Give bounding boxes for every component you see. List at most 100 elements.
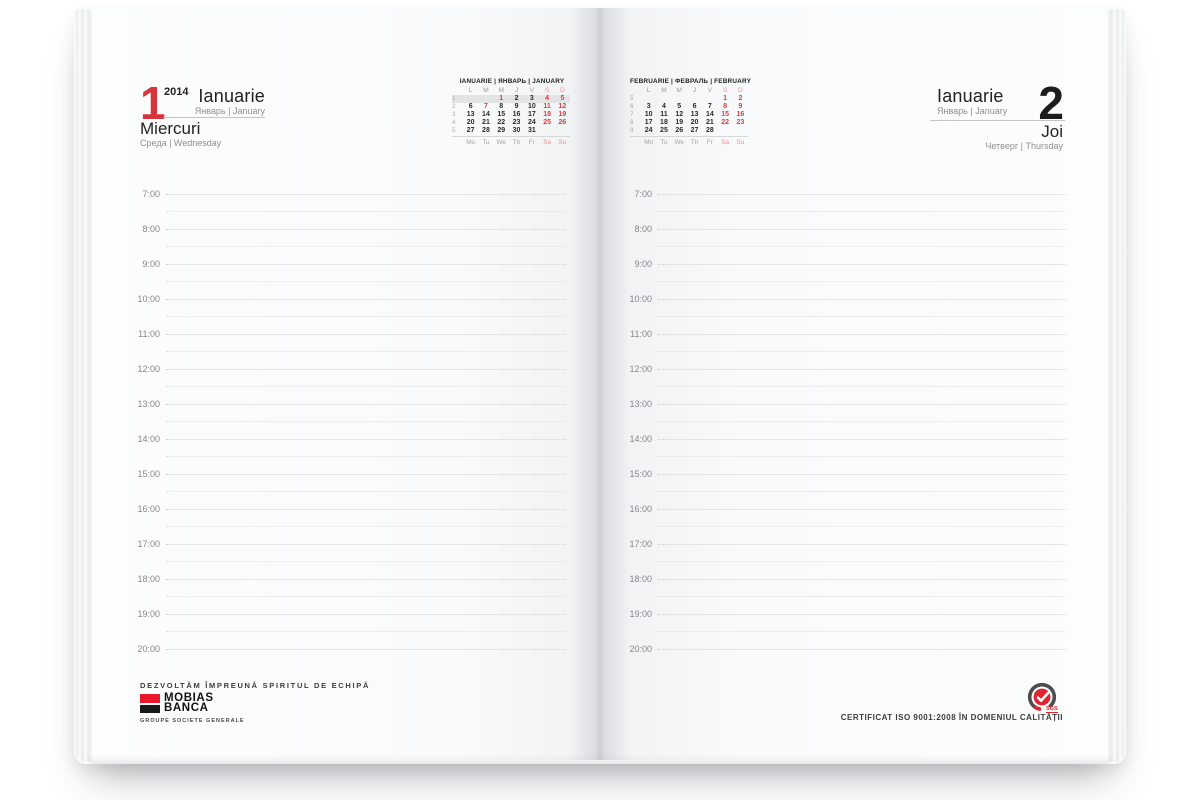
calendar-day-cell <box>733 127 748 135</box>
hour-label: 13:00 <box>137 399 160 409</box>
half-hour-line <box>166 526 566 527</box>
hour-line <box>658 649 1066 650</box>
hour-label: 18:00 <box>629 574 652 584</box>
schedule-hour-row: 14:00 <box>130 434 566 444</box>
calendar-day-cell: 26 <box>675 127 684 134</box>
calendar-day-abbr: Th <box>508 136 525 146</box>
hour-line <box>658 264 1066 265</box>
calendar-day-cell: 24 <box>644 127 653 134</box>
hour-label: 16:00 <box>629 504 652 514</box>
hour-label: 16:00 <box>137 504 160 514</box>
hour-line <box>658 509 1066 510</box>
calendar-day-cell: 21 <box>705 119 714 126</box>
half-hour-line <box>658 596 1066 597</box>
calendar-day-cell: 25 <box>660 127 668 134</box>
calendar-day-cell: 17 <box>527 111 536 118</box>
calendar-day-cell: 10 <box>644 111 653 118</box>
schedule-hour-row: 14:00 <box>619 434 1066 444</box>
calendar-week-col-spacer <box>630 87 641 95</box>
left-month-subtitle: Январь | January <box>194 106 265 116</box>
half-hour-line <box>658 561 1066 562</box>
hour-label: 19:00 <box>629 609 652 619</box>
calendar-day-cell: 1 <box>493 95 509 103</box>
right-weekday-subtitle: Четверг | Thursday <box>985 141 1063 151</box>
calendar-day-cell: 20 <box>690 119 699 126</box>
hour-line <box>166 509 566 510</box>
hour-label: 10:00 <box>137 294 160 304</box>
hour-line <box>166 474 566 475</box>
hour-label: 14:00 <box>137 434 160 444</box>
calendar-day-cell <box>641 95 656 103</box>
calendar-week-number: 5 <box>630 95 634 102</box>
calendar-day-cell: 19 <box>558 111 567 118</box>
half-hour-line <box>658 351 1066 352</box>
hour-line <box>166 579 566 580</box>
calendar-day-cell: 10 <box>527 103 536 110</box>
mini-calendar-title: FEBRUARIE | ФЕВРАЛЬ | FEBRUARY <box>630 78 752 85</box>
left-day-number: 1 <box>140 77 166 129</box>
calendar-day-cell: 21 <box>482 119 490 126</box>
hour-line <box>166 544 566 545</box>
calendar-day-cell: 3 <box>646 103 651 110</box>
hour-line <box>658 229 1066 230</box>
hour-label: 11:00 <box>138 329 160 339</box>
calendar-day-cell: 13 <box>690 111 699 118</box>
hour-label: 19:00 <box>137 609 160 619</box>
calendar-day-cell: 11 <box>660 111 668 118</box>
hour-label: 8:00 <box>634 224 652 234</box>
calendar-day-letter: D <box>560 87 565 94</box>
calendar-day-cell: 9 <box>738 103 743 110</box>
calendar-week-number: 3 <box>452 111 456 118</box>
calendar-day-cell: 29 <box>497 127 506 134</box>
brand-name-line1: MOBIAS <box>164 692 214 704</box>
calendar-day-letter: J <box>514 87 519 94</box>
calendar-day-letter: V <box>707 87 713 94</box>
calendar-day-letter: L <box>468 87 473 94</box>
calendar-day-cell: 6 <box>468 103 473 110</box>
brand-tagline: DEZVOLTĂM ÎMPREUNĂ SPIRITUL DE ECHIPĂ <box>140 681 371 690</box>
calendar-day-abbr: Th <box>686 136 703 146</box>
calendar-day-abbr: Tu <box>478 136 494 146</box>
diary-page-right <box>600 8 1108 760</box>
brand-name: MOBIAS BANCA <box>164 692 214 714</box>
hour-label: 9:00 <box>634 259 652 269</box>
calendar-week-number: 2 <box>452 103 456 110</box>
calendar-week-number: 5 <box>452 127 456 134</box>
hour-label: 18:00 <box>137 574 160 584</box>
half-hour-line <box>658 211 1066 212</box>
calendar-day-cell: 8 <box>723 103 728 110</box>
schedule-hour-row: 20:00 <box>619 644 1066 654</box>
right-month-subtitle: Январь | January <box>937 106 1008 116</box>
half-hour-line <box>658 281 1066 282</box>
calendar-day-cell: 14 <box>705 111 714 118</box>
calendar-day-cell: 5 <box>554 95 571 103</box>
hour-line <box>658 299 1066 300</box>
schedule-hour-row: 12:00 <box>130 364 566 374</box>
half-hour-line <box>166 386 566 387</box>
calendar-day-cell: 11 <box>543 103 551 110</box>
hour-line <box>166 299 566 300</box>
hour-label: 20:00 <box>629 644 652 654</box>
hour-line <box>166 194 566 195</box>
hour-label: 11:00 <box>630 329 652 339</box>
schedule-hour-row: 8:00 <box>130 224 566 234</box>
calendar-day-letter: L <box>646 87 651 94</box>
hour-line <box>658 439 1066 440</box>
schedule-hour-row: 11:00 <box>619 329 1066 339</box>
calendar-week-number: 4 <box>452 119 456 126</box>
schedule-hour-row: 9:00 <box>130 259 566 269</box>
calendar-week-col-spacer <box>452 87 463 95</box>
hour-line <box>658 404 1066 405</box>
calendar-day-cell: 27 <box>690 127 699 134</box>
calendar-day-cell: 13 <box>466 111 475 118</box>
calendar-day-letter: M <box>661 87 667 94</box>
calendar-day-cell: 22 <box>721 119 730 126</box>
mini-calendar-grid: L M M J V S D 5 1 2 6 3 4 5 6 7 8 9 7 10 11 12 13 14 15 16 8 17 18 19… <box>630 87 750 146</box>
half-hour-line <box>658 631 1066 632</box>
certificate-text: CERTIFICAT ISO 9001:2008 ÎN DOMENIUL CAL… <box>840 713 1063 722</box>
calendar-week-number: 6 <box>630 103 634 110</box>
calendar-day-cell: 30 <box>512 127 521 134</box>
half-hour-line <box>166 281 566 282</box>
diary-book: 1 2014 Ianuarie Январь | January Miercur… <box>74 8 1126 764</box>
